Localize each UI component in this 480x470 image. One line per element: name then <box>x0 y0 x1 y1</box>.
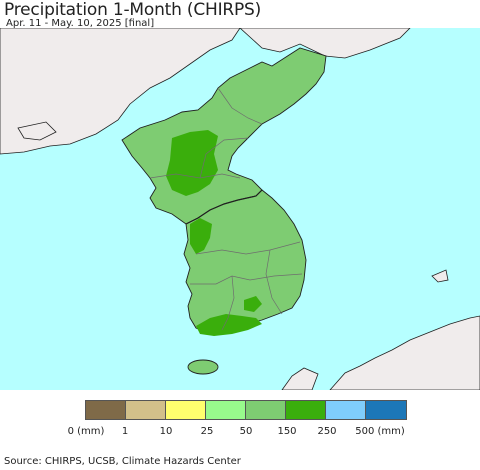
province-boundary <box>195 241 301 255</box>
wet-zone-east <box>244 296 262 312</box>
legend-swatch <box>126 401 166 419</box>
legend-swatch <box>86 401 126 419</box>
province-boundary <box>190 273 303 285</box>
china-land <box>0 28 241 155</box>
wet-zone-west-coast <box>190 218 212 254</box>
legend-swatch <box>246 401 286 419</box>
map-title: Precipitation 1-Month (CHIRPS) <box>4 0 262 20</box>
japan-island <box>281 367 319 390</box>
legend-label: 25 <box>200 426 214 437</box>
map-subtitle: Apr. 11 - May. 10, 2025 [final] <box>6 18 155 29</box>
legend-label: 500 (mm) <box>355 426 405 437</box>
legend-label: 50 <box>239 426 253 437</box>
korea-border-line <box>185 189 263 225</box>
legend-swatch <box>166 401 206 419</box>
legend-swatch <box>326 401 366 419</box>
source-note: Source: CHIRPS, UCSB, Climate Hazards Ce… <box>4 456 241 467</box>
russia-land <box>239 28 411 59</box>
japan-land <box>329 315 480 390</box>
legend-label: 10 <box>159 426 173 437</box>
precipitation-map <box>0 28 480 390</box>
legend-label: 0 (mm) <box>67 426 105 437</box>
province-boundary <box>265 249 283 315</box>
legend-swatch <box>366 401 406 419</box>
legend-bar <box>85 400 407 420</box>
legend-swatch <box>206 401 246 419</box>
province-boundary <box>217 87 263 125</box>
wet-zone-north <box>166 130 218 196</box>
japan-honshu-tip <box>431 269 449 283</box>
legend-label: 1 <box>121 426 129 437</box>
china-peninsula <box>17 121 57 141</box>
legend-label: 150 <box>277 426 297 437</box>
province-boundary <box>221 275 235 331</box>
legend-swatch <box>286 401 326 419</box>
legend-label: 250 <box>317 426 337 437</box>
jeju-island <box>187 359 219 375</box>
wet-zone-south-coast <box>196 314 262 336</box>
province-boundary <box>199 137 249 179</box>
